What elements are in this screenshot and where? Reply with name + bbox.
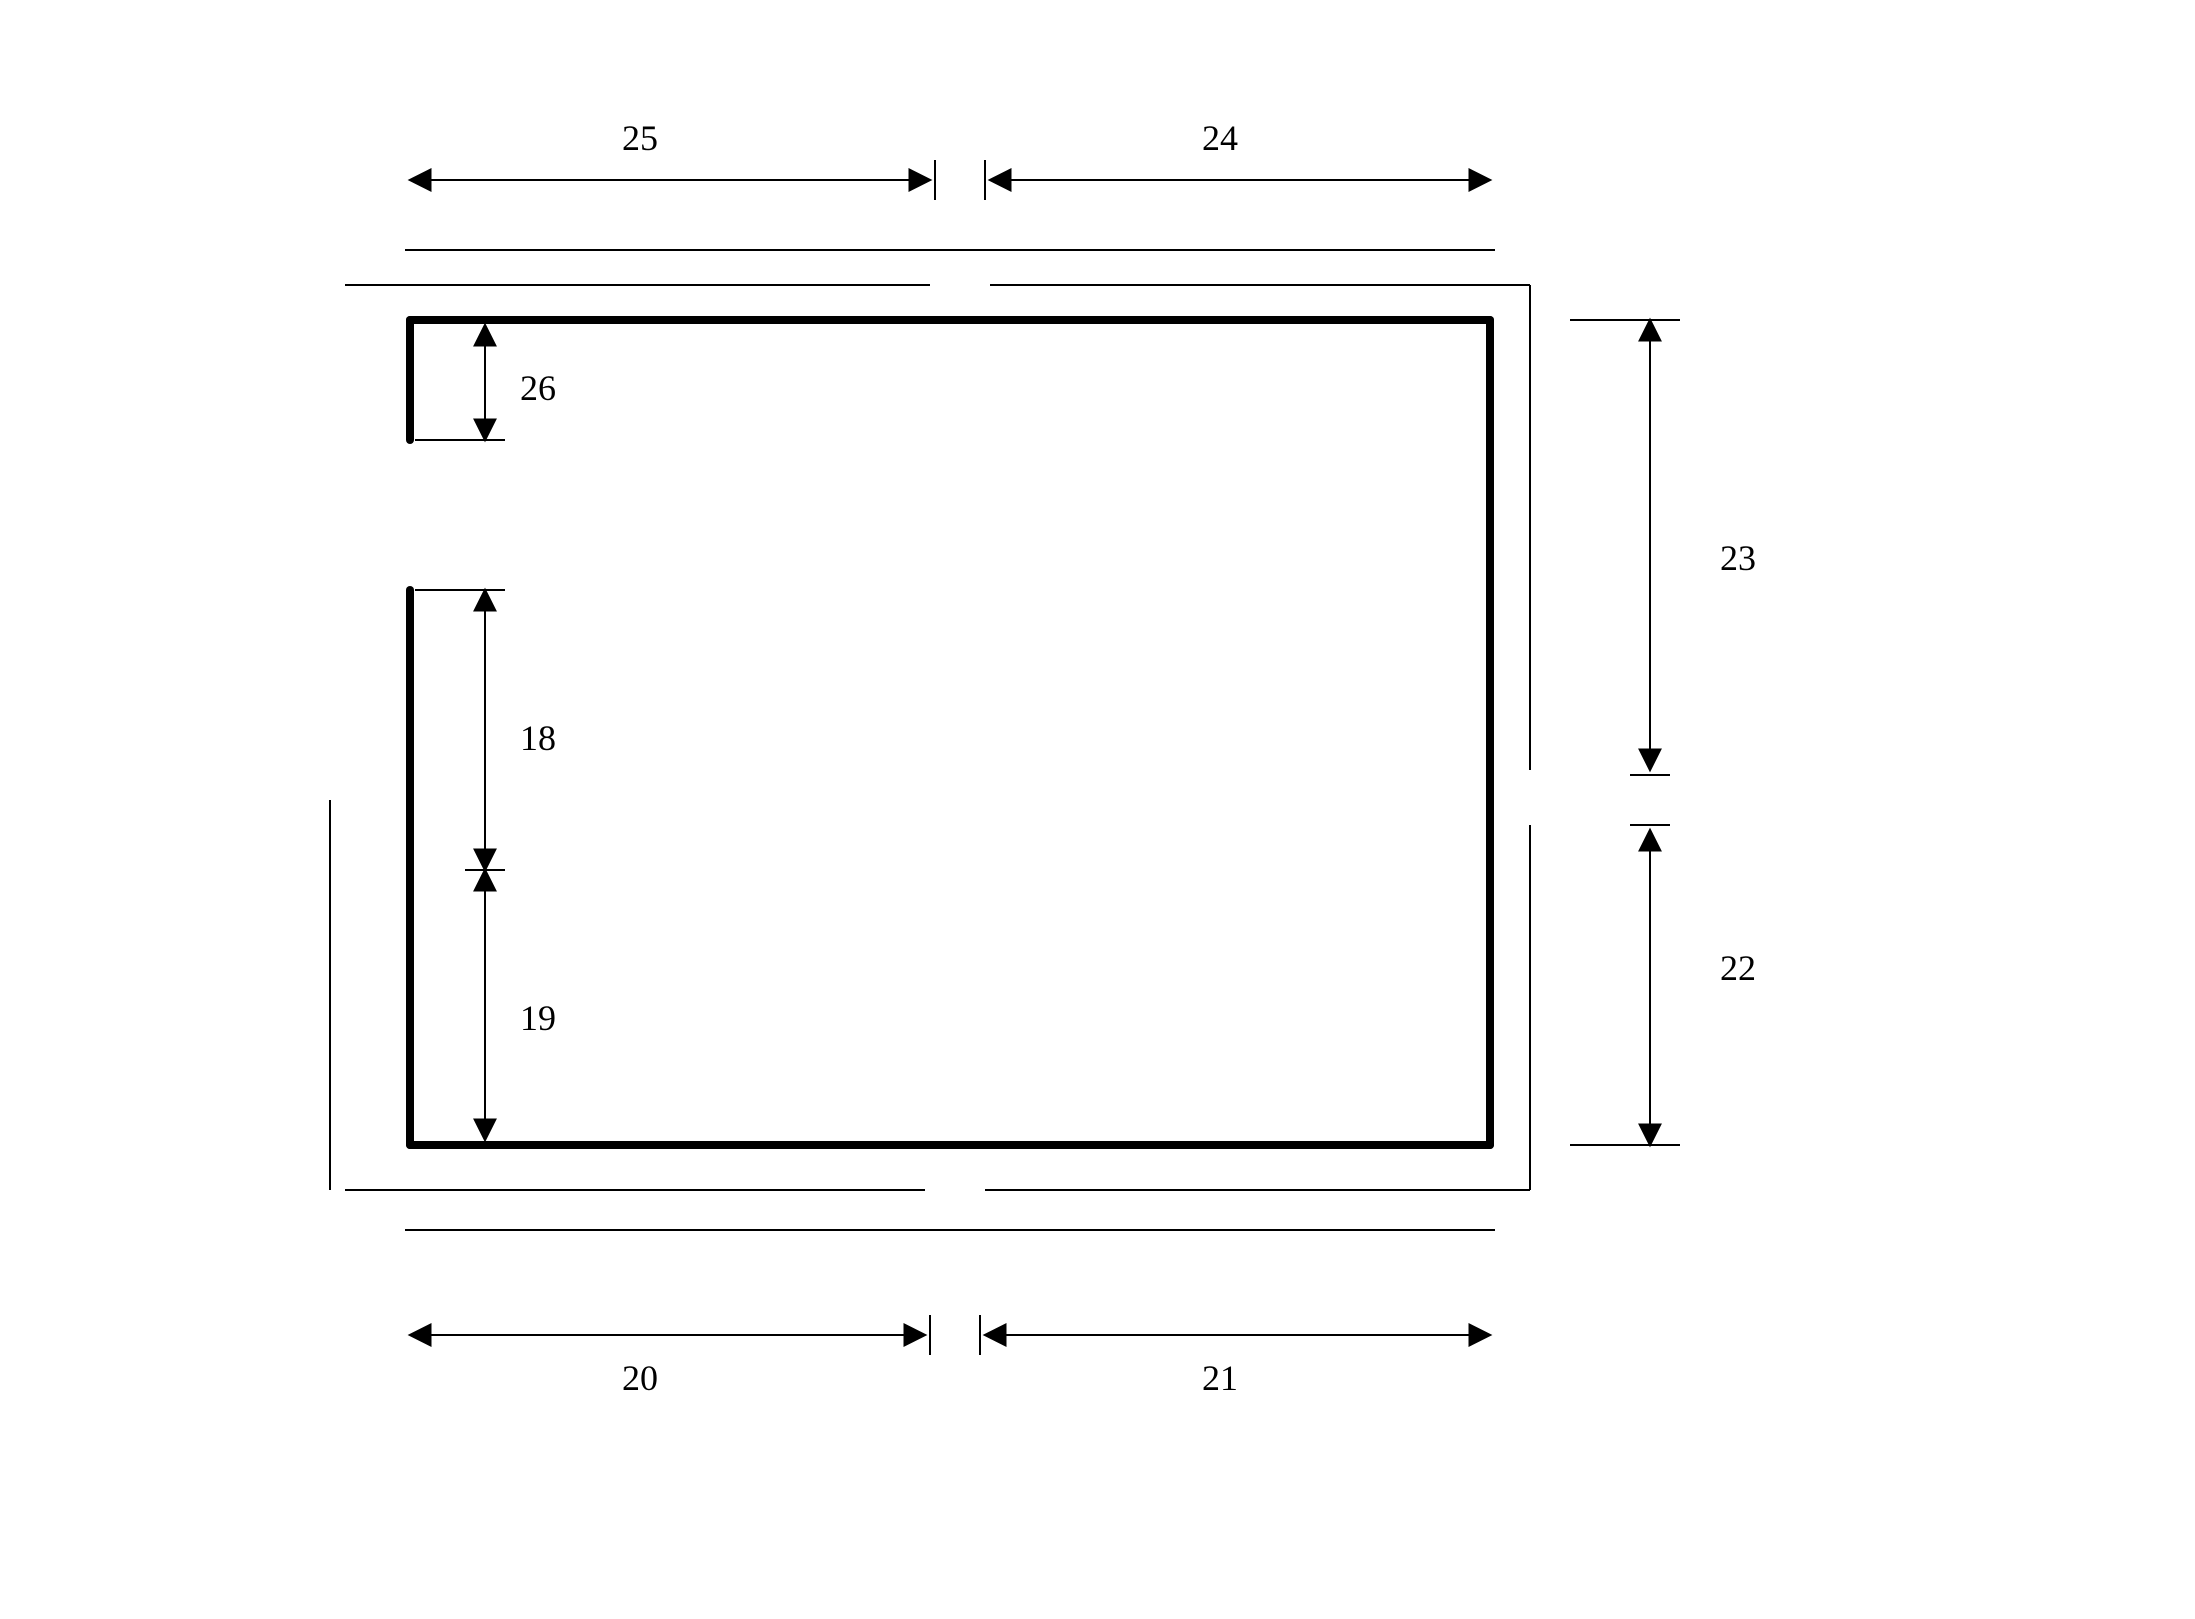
label-top-left: 25 <box>622 118 658 158</box>
label-inner-18: 18 <box>520 718 556 758</box>
dimension-diagram: 25 24 20 21 23 22 26 18 19 <box>0 0 2195 1619</box>
label-right-upper: 23 <box>1720 538 1756 578</box>
label-bottom-left: 20 <box>622 1358 658 1398</box>
label-inner-19: 19 <box>520 998 556 1038</box>
label-right-lower: 22 <box>1720 948 1756 988</box>
label-bottom-right: 21 <box>1202 1358 1238 1398</box>
label-inner-26: 26 <box>520 368 556 408</box>
label-top-right: 24 <box>1202 118 1238 158</box>
